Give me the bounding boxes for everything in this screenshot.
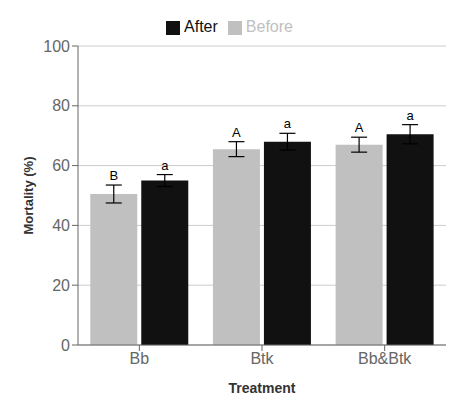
svg-text:B: B — [109, 168, 118, 183]
svg-text:0: 0 — [61, 337, 70, 354]
svg-text:Bb: Bb — [130, 350, 150, 367]
svg-text:a: a — [406, 108, 414, 123]
svg-text:Mortality (%): Mortality (%) — [21, 157, 36, 235]
svg-text:A: A — [232, 125, 241, 140]
svg-text:Treatment: Treatment — [229, 380, 296, 396]
svg-text:Btk: Btk — [250, 350, 274, 367]
svg-text:A: A — [355, 120, 364, 135]
svg-text:80: 80 — [52, 97, 70, 114]
svg-text:40: 40 — [52, 217, 70, 234]
svg-text:a: a — [284, 116, 292, 131]
svg-text:Bb&Btk: Bb&Btk — [358, 350, 412, 367]
html-text:After: After — [184, 18, 218, 35]
svg-text:60: 60 — [52, 157, 70, 174]
html-text:Before: Before — [245, 18, 293, 35]
svg-text:a: a — [161, 158, 169, 173]
svg-text:100: 100 — [43, 38, 70, 55]
svg-text:20: 20 — [52, 277, 70, 294]
